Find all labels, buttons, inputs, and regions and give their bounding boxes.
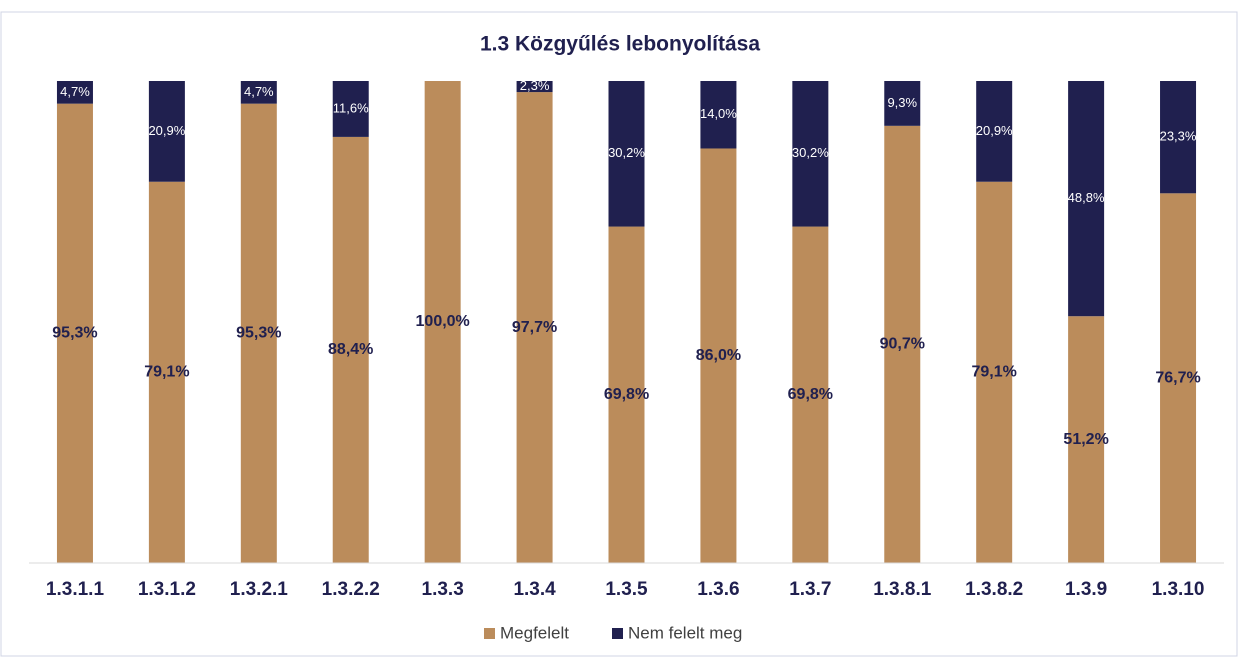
bar-segment [976, 81, 1013, 182]
bar-segment [700, 148, 737, 564]
data-label: 86,0% [696, 347, 741, 364]
data-label: 88,4% [328, 341, 373, 358]
bar-segment [792, 81, 829, 227]
data-label: 97,7% [512, 319, 557, 336]
x-tick-label: 1.3.8.2 [965, 579, 1023, 600]
bar-segment [516, 92, 553, 563]
x-tick-label: 1.3.2.2 [322, 579, 380, 600]
data-label: 4,7% [60, 84, 90, 99]
x-tick-label: 1.3.2.1 [230, 579, 289, 600]
bar-segment [1160, 193, 1197, 563]
bar-segment [792, 226, 829, 563]
data-label: 95,3% [236, 325, 281, 342]
x-tick-label: 1.3.8.1 [873, 579, 932, 600]
data-label: 20,9% [976, 123, 1013, 138]
x-tick-label: 1.3.6 [697, 579, 739, 600]
x-tick-label: 1.3.1.1 [46, 579, 105, 600]
data-label: 30,2% [792, 145, 829, 160]
data-label: 2,3% [520, 78, 550, 93]
data-label: 9,3% [887, 95, 917, 110]
bar-segment [976, 181, 1013, 563]
bar-segment [148, 181, 185, 563]
x-tick-label: 1.3.1.2 [138, 579, 196, 600]
bar-segment [700, 81, 737, 149]
bar-segment [884, 81, 921, 126]
bar-segment [56, 103, 93, 564]
bar-segment [1068, 316, 1105, 563]
data-label: 4,7% [244, 84, 274, 99]
x-tick-label: 1.3.7 [789, 579, 831, 600]
data-label: 76,7% [1155, 369, 1200, 386]
bar-segment [240, 103, 277, 564]
bar-segment [1160, 81, 1197, 194]
data-label: 100,0% [416, 313, 470, 330]
data-label: 11,6% [333, 100, 369, 115]
bar-segment [332, 136, 369, 564]
x-tick-label: 1.3.3 [422, 579, 464, 600]
bar-segment [424, 81, 461, 563]
x-tick-label: 1.3.10 [1152, 579, 1205, 600]
data-label: 79,1% [144, 364, 189, 381]
bar-segment [332, 81, 369, 137]
data-label: 69,8% [604, 386, 649, 403]
data-label: 51,2% [1063, 431, 1108, 448]
data-label: 95,3% [52, 325, 97, 342]
data-label: 20,9% [148, 123, 185, 138]
data-label: 30,2% [608, 145, 645, 160]
legend-label: Nem felelt meg [628, 623, 742, 642]
data-label: 69,8% [788, 386, 833, 403]
data-label: 79,1% [972, 364, 1017, 381]
bar-segment [608, 226, 645, 563]
bar-segment [56, 81, 93, 104]
x-tick-label: 1.3.9 [1065, 579, 1107, 600]
bar-segment [884, 125, 921, 564]
chart-title: 1.3 Közgyűlés lebonyolítása [480, 33, 760, 56]
x-tick-label: 1.3.4 [513, 579, 556, 600]
data-label: 90,7% [880, 336, 925, 353]
bar-segment [516, 81, 553, 93]
bar-segment [240, 81, 277, 104]
bar-segment [1068, 81, 1105, 317]
legend-label: Megfelelt [500, 623, 569, 642]
data-label: 48,8% [1068, 190, 1105, 205]
legend-swatch [484, 628, 495, 639]
data-label: 23,3% [1160, 129, 1197, 144]
x-tick-label: 1.3.5 [605, 579, 648, 600]
bar-segment [608, 81, 645, 227]
legend-swatch [612, 628, 623, 639]
bar-segment [148, 81, 185, 182]
data-label: 14,0% [700, 106, 737, 121]
